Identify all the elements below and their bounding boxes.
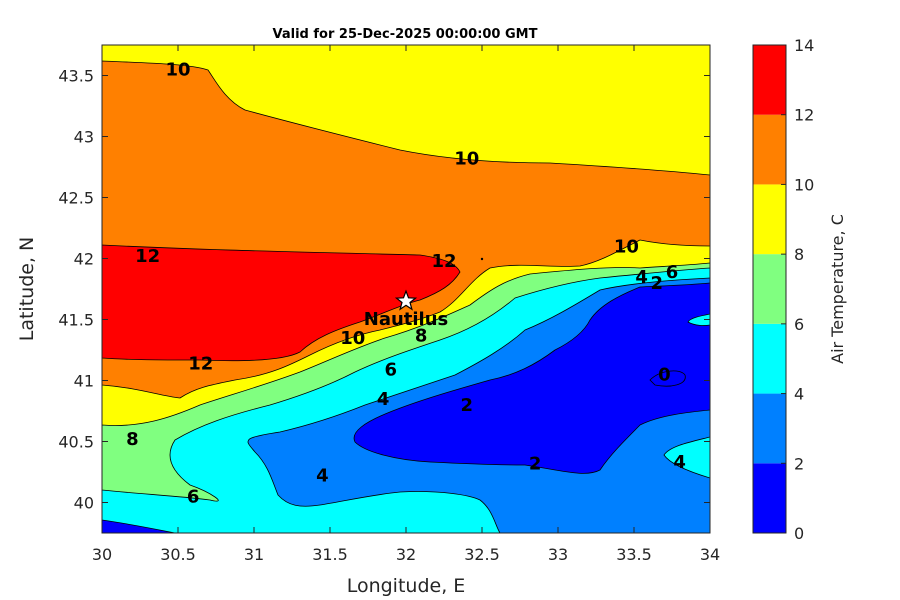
contour-label: 2 xyxy=(529,453,542,474)
colorbar-segment xyxy=(753,184,786,255)
colorbar-segment xyxy=(753,323,786,394)
contour-label: 10 xyxy=(165,59,190,80)
contour-label: 0 xyxy=(658,364,671,385)
contour-fill xyxy=(102,45,710,533)
x-tick-label: 33.5 xyxy=(616,545,652,564)
x-tick-label: 30 xyxy=(92,545,112,564)
y-tick-label: 41.5 xyxy=(58,311,94,330)
x-tick-label: 33 xyxy=(548,545,568,564)
contour-label: 6 xyxy=(666,262,679,283)
colorbar-tick-label: 2 xyxy=(794,454,804,473)
colorbar-tick-label: 8 xyxy=(794,245,804,264)
colorbar-segment xyxy=(753,393,786,464)
nautilus-star-icon xyxy=(394,289,418,311)
contour-label: 10 xyxy=(340,328,365,349)
colorbar-tick-label: 6 xyxy=(794,315,804,334)
y-tick-label: 43 xyxy=(74,128,94,147)
dot-artifact xyxy=(480,257,484,261)
y-tick-label: 42 xyxy=(74,250,94,269)
fill-0-2 xyxy=(353,282,710,474)
y-tick-label: 40 xyxy=(74,494,94,513)
x-tick-label: 34 xyxy=(700,545,720,564)
colorbar-label: Air Temperature, C xyxy=(828,214,847,364)
contour-label: 4 xyxy=(635,267,648,288)
colorbar-segment xyxy=(753,114,786,185)
fill-12-14 xyxy=(102,244,461,362)
fill-4-6-e xyxy=(687,313,710,326)
contour-label: 2 xyxy=(651,273,664,294)
colorbar-frame xyxy=(752,44,787,534)
contour-label: 12 xyxy=(188,353,213,374)
contour-label: 8 xyxy=(415,325,428,346)
nautilus-label: Nautilus xyxy=(364,309,449,330)
x-tick-label: 31.5 xyxy=(312,545,348,564)
colorbar-tick-label: 4 xyxy=(794,385,804,404)
contour-label: 10 xyxy=(454,148,479,169)
y-axis-label: Latitude, N xyxy=(16,237,38,342)
x-axis-label: Longitude, E xyxy=(347,575,466,597)
contour-0 xyxy=(649,370,686,387)
colorbar-segment xyxy=(753,463,786,533)
y-tick-label: 43.5 xyxy=(58,67,94,86)
colorbar-tick-label: 0 xyxy=(794,524,804,543)
x-tick-label: 32 xyxy=(396,545,416,564)
colorbar-segment xyxy=(753,45,786,115)
y-tick-label: 41 xyxy=(74,372,94,391)
contour-label: 6 xyxy=(385,360,398,381)
contour-label: 6 xyxy=(187,486,200,507)
contour-label: 2 xyxy=(461,395,474,416)
contour-label: 8 xyxy=(126,429,139,450)
colorbar-segment xyxy=(753,254,786,324)
colorbar: 0 2 4 6 8 10 12 14 xyxy=(752,36,814,543)
colorbar-tick-label: 14 xyxy=(794,36,814,55)
colorbar-tick-label: 12 xyxy=(794,106,814,125)
x-tick-label: 30.5 xyxy=(160,545,196,564)
y-tick-label: 42.5 xyxy=(58,189,94,208)
x-tick-label: 31 xyxy=(244,545,264,564)
contour-label: 4 xyxy=(673,452,686,473)
x-tick-label: 32.5 xyxy=(464,545,500,564)
chart-title: Valid for 25-Dec-2025 00:00:00 GMT xyxy=(273,27,538,42)
contour-label: 4 xyxy=(316,466,329,487)
contour-label: 10 xyxy=(614,236,639,257)
colorbar-tick-label: 10 xyxy=(794,175,814,194)
nautilus-marker: Nautilus xyxy=(364,289,449,330)
x-axis: 30 30.5 31 31.5 32 32.5 33 33.5 34 xyxy=(92,45,720,564)
contour-label: 12 xyxy=(431,251,456,272)
y-tick-label: 40.5 xyxy=(58,433,94,452)
contour-label: 12 xyxy=(135,246,160,267)
fill-4-6-se xyxy=(663,436,710,479)
contour-label: 4 xyxy=(377,389,390,410)
